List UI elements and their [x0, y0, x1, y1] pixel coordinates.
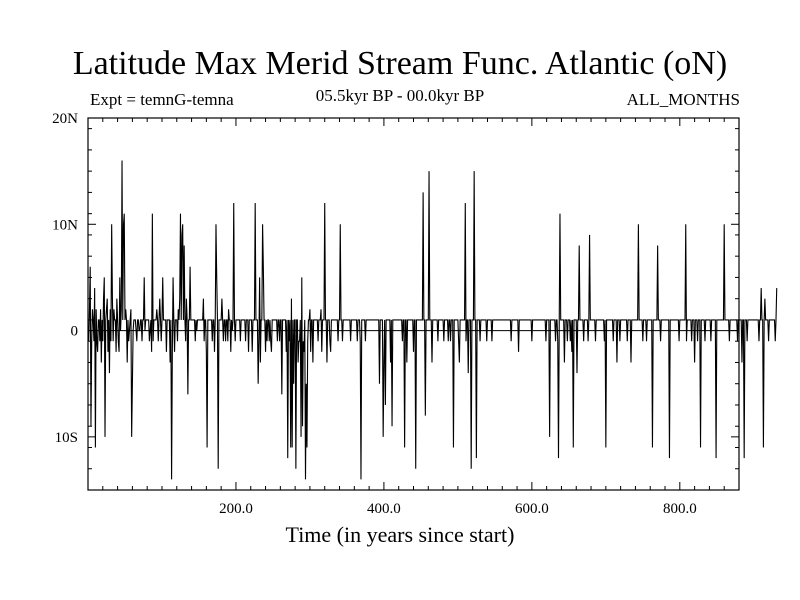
y-tick-label: 20N	[52, 111, 78, 127]
experiment-label: Expt = temnG-temna	[90, 90, 234, 109]
x-tick-label: 400.0	[367, 501, 401, 517]
x-tick-label: 600.0	[515, 501, 549, 517]
plot-frame	[87, 117, 740, 491]
chart-title: Latitude Max Merid Stream Func. Atlantic…	[72, 45, 728, 82]
x-axis-label: Time (in years since start)	[285, 522, 515, 547]
x-tick-label: 200.0	[219, 501, 253, 517]
y-tick-label: 0	[71, 324, 79, 340]
y-tick-label: 10N	[52, 217, 78, 233]
season-label: ALL_MONTHS	[626, 90, 740, 109]
y-tick-label: 10S	[55, 430, 78, 446]
axis-ticks: 200.0 400.0 600.0 800.0 20N 10N 0 10S	[52, 111, 739, 517]
x-tick-label: 800.0	[663, 501, 697, 517]
series-line-temnG-temna	[88, 160, 778, 480]
period-label: 05.5kyr BP - 00.0kyr BP	[315, 86, 485, 105]
plot-area	[88, 160, 778, 480]
